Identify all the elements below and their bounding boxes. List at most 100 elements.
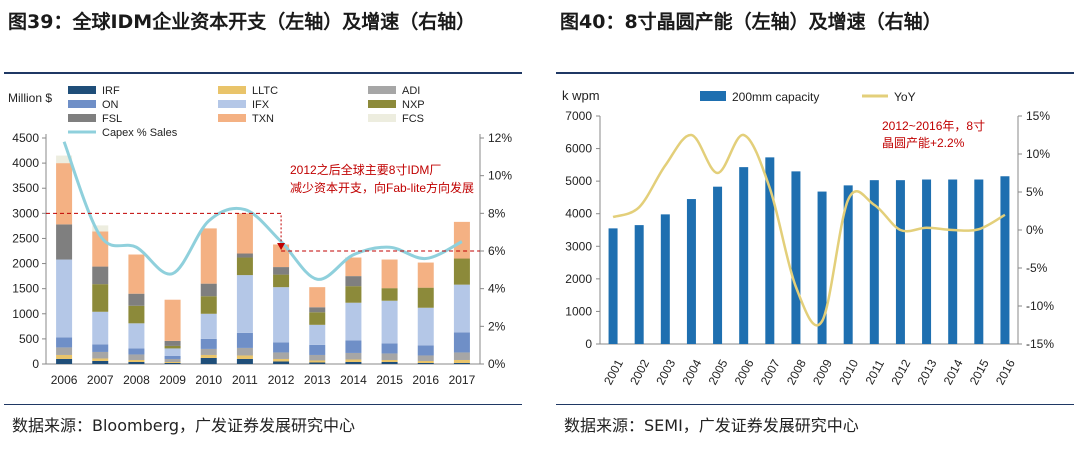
y-tick-label: 2500 [12,231,39,245]
bar-ifx-2010 [200,313,217,339]
bar-nxp-2013 [309,312,326,325]
bar-lltc-2015 [381,359,398,362]
y-axis-label: Million $ [8,91,52,105]
x-tick-label: 2015 [376,373,403,387]
bar-on-2006 [56,337,73,348]
bar-on-2014 [345,340,362,353]
bar-adi-2016 [417,355,434,361]
bar-lltc-2016 [417,360,434,363]
bar-on-2016 [417,345,434,356]
bar-fcs-2007 [92,225,109,232]
bar-lltc-2011 [236,355,253,359]
figure-40-source-rule [556,404,1074,405]
x-tick-label: 2001 [601,357,626,387]
bar-on-2007 [92,344,109,352]
bar-ifx-2011 [236,275,253,333]
bar-txn-2011 [236,213,253,254]
bar-on-2011 [236,332,253,348]
x-tick-label: 2010 [836,357,861,387]
legend-swatch-200mm-capacity [700,91,726,101]
legend-label-ifx: IFX [252,99,270,111]
bar-irf-2006 [56,358,73,364]
bar-200mm-capacity-2007 [765,157,775,344]
legend-swatch-nxp [368,100,396,108]
legend-label-fcs: FCS [402,113,424,125]
x-tick-label: 2011 [863,357,888,387]
bar-irf-2014 [345,361,362,364]
figure-39-source-rule [4,404,522,405]
legend-swatch-fsl [68,114,96,122]
y-tick-label: 3500 [12,181,39,195]
y-tick-label: 1000 [565,304,592,318]
figure-39-title-rule [4,72,522,74]
x-tick-label: 2007 [87,373,114,387]
bar-adi-2011 [236,347,253,356]
bar-adi-2015 [381,353,398,360]
bar-ifx-2009 [164,348,181,356]
bar-200mm-capacity-2013 [922,179,932,344]
bar-nxp-2015 [381,288,398,301]
x-tick-label: 2008 [123,373,150,387]
y-tick-label: 5000 [565,174,592,188]
annotation-text-line-2: 晶圆产能+2.2% [882,136,965,150]
bar-lltc-2014 [345,359,362,362]
bar-adi-2006 [56,347,73,355]
bar-irf-2009 [164,362,181,364]
annotation-arrow-head [277,243,286,250]
bar-nxp-2011 [236,257,253,276]
legend-swatch-ifx [218,100,246,108]
legend-label-irf: IRF [102,85,120,97]
bar-on-2009 [164,355,181,359]
bar-fsl-2006 [56,224,73,260]
bar-nxp-2009 [164,345,181,349]
bar-nxp-2010 [200,296,217,314]
x-tick-label: 2009 [810,357,835,387]
figure-39-panel: 图39：全球IDM企业资本开支（左轴）及增速（右轴） Million $ IRF L… [0,0,528,450]
line-yoy [612,133,1006,327]
y-tick-label: 3000 [12,206,39,220]
bar-txn-2015 [381,259,398,289]
bar-txn-2016 [417,262,434,288]
bar-txn-2006 [56,163,73,225]
y-tick-label: 500 [19,332,39,346]
bar-200mm-capacity-2001 [608,228,618,344]
bar-ifx-2006 [56,259,73,338]
bar-txn-2008 [128,254,145,294]
bar-200mm-capacity-2002 [634,225,644,344]
bar-irf-2010 [200,357,217,364]
bar-irf-2017 [453,362,470,364]
bar-200mm-capacity-2005 [713,186,723,344]
bar-200mm-capacity-2003 [660,214,670,344]
bar-nxp-2008 [128,305,145,324]
bar-adi-2007 [92,351,109,359]
bar-lltc-2006 [56,354,73,359]
bar-nxp-2012 [273,274,290,288]
x-tick-label: 2017 [449,373,476,387]
x-tick-label: 2010 [195,373,222,387]
bar-irf-2007 [92,360,109,364]
y-tick-label: 3000 [565,239,592,253]
x-tick-label: 2002 [627,357,652,387]
bar-adi-2012 [273,352,290,359]
bar-ifx-2012 [273,287,290,343]
y-tick-label: 4000 [565,207,592,221]
x-tick-label: 2013 [915,357,940,387]
bar-adi-2008 [128,354,145,360]
bar-txn-2009 [164,299,181,341]
bar-irf-2011 [236,358,253,364]
figure-40-title-rule [556,72,1074,74]
bar-ifx-2016 [417,307,434,346]
y-tick-label: 0 [32,357,39,371]
bar-adi-2009 [164,358,181,362]
x-tick-label: 2014 [941,357,966,387]
bar-lltc-2017 [453,359,470,363]
y2-tick-label: 0% [488,357,506,371]
legend-swatch-lltc [218,86,246,94]
legend-label-txn: TXN [252,113,274,125]
y2-tick-label: 8% [488,206,506,220]
bar-fsl-2014 [345,276,362,287]
y2-tick-label: -15% [1026,337,1054,351]
bar-irf-2013 [309,362,326,364]
x-tick-label: 2005 [706,357,731,387]
bar-ifx-2017 [453,284,470,333]
